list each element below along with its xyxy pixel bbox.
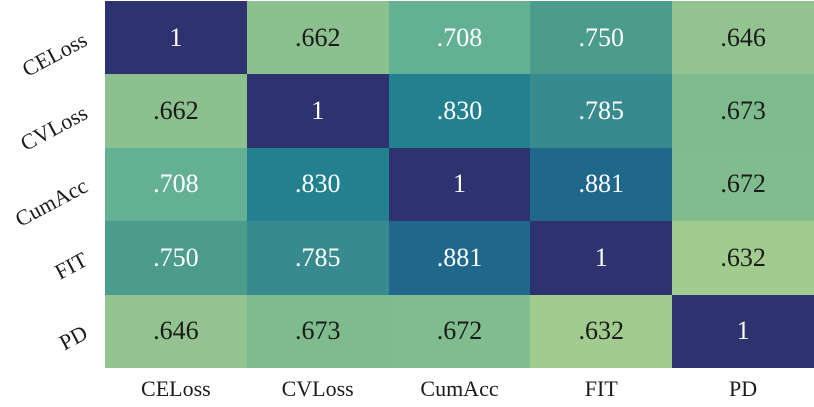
row-label-cumacc: CumAcc: [0, 148, 97, 232]
heatmap-cell-pd-cvloss: .673: [246, 294, 389, 368]
heatmap-cell-pd-cumacc: .672: [388, 294, 531, 368]
heatmap-cell-pd-fit: .632: [530, 294, 673, 368]
row-label-celoss: CELoss: [0, 1, 97, 82]
row-label-cvloss: CVLoss: [0, 74, 97, 156]
heatmap-cell-cumacc-cvloss: .830: [246, 147, 389, 222]
row-label-pd: PD: [0, 295, 97, 368]
heatmap-cell-cvloss-cumacc: .830: [388, 74, 531, 148]
heatmap-cell-cumacc-pd: .672: [672, 147, 814, 222]
col-label-cumacc: CumAcc: [420, 375, 499, 401]
col-label-pd: PD: [729, 375, 758, 401]
heatmap-cell-celoss-cvloss: .662: [246, 1, 389, 75]
col-label-cvloss: CVLoss: [281, 375, 354, 401]
heatmap-cell-celoss-pd: .646: [672, 1, 814, 75]
heatmap-cell-pd-celoss: .646: [105, 294, 247, 368]
heatmap-cell-cvloss-celoss: .662: [105, 74, 247, 148]
heatmap-cell-celoss-fit: .750: [530, 1, 673, 75]
heatmap-cell-fit-cumacc: .881: [388, 221, 531, 295]
heatmap-grid: 1.662.708.750.646.662 1.830.785.673.708.8…: [105, 1, 814, 368]
heatmap-cell-cumacc-cumacc: 1: [388, 147, 531, 222]
row-label-text: PD: [54, 320, 92, 356]
heatmap-cell-celoss-celoss: 1: [105, 1, 247, 75]
col-label-fit: FIT: [584, 375, 618, 401]
row-label-fit: FIT: [0, 221, 97, 294]
heatmap-cell-pd-pd: 1: [672, 294, 814, 368]
x-axis-tick-labels: CELoss CVLoss CumAcc FIT PD: [105, 372, 814, 405]
heatmap-cell-fit-pd: .632: [672, 221, 814, 295]
heatmap-cell-cvloss-fit: .785: [530, 74, 673, 148]
heatmap-cell-fit-fit: 1: [530, 221, 673, 295]
row-label-text: FIT: [50, 246, 92, 285]
heatmap-cell-cumacc-fit: .881: [530, 147, 673, 222]
heatmap-cell-cumacc-celoss: .708: [105, 147, 247, 222]
heatmap-cell-cvloss-cvloss: 1: [246, 74, 389, 148]
y-axis-tick-labels: CELoss CVLoss CumAcc FIT PD: [0, 1, 105, 368]
col-label-celoss: CELoss: [141, 375, 211, 401]
heatmap-cell-fit-cvloss: .785: [246, 221, 389, 295]
heatmap-cell-celoss-cumacc: .708: [388, 1, 531, 75]
heatmap-cell-fit-celoss: .750: [105, 221, 247, 295]
heatmap-cell-cvloss-pd: .673: [672, 74, 814, 148]
